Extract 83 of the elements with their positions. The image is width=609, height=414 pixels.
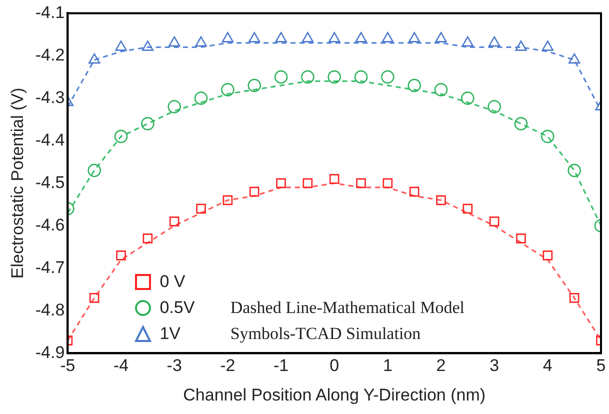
y-axis-title: Electrostatic Potential (V): [8, 88, 27, 279]
point: [115, 40, 127, 51]
point: [141, 117, 154, 130]
point: [116, 250, 126, 260]
point: [568, 53, 580, 64]
point: [142, 234, 153, 244]
point: [222, 195, 233, 206]
point: [488, 100, 501, 114]
point: [354, 70, 368, 84]
point: [301, 70, 314, 84]
x-tick-label: -3: [166, 356, 182, 376]
point: [142, 40, 154, 51]
point: [488, 36, 500, 47]
point: [436, 195, 446, 206]
point: [168, 100, 182, 114]
y-tick-label: -4.6: [35, 215, 65, 234]
point: [168, 36, 180, 47]
point: [222, 32, 234, 42]
x-axis-title: Channel Position Along Y-Direction (nm): [183, 385, 486, 404]
y-tick-label: -4.8: [35, 300, 65, 320]
point: [408, 78, 421, 92]
y-tick-label: -4.5: [35, 172, 65, 192]
legend-label: 1V: [160, 324, 180, 344]
point: [382, 178, 393, 188]
y-tick-label: -4.9: [35, 342, 65, 362]
point: [434, 83, 448, 96]
point: [275, 32, 287, 42]
point: [489, 216, 500, 226]
y-tick-label: -4.4: [35, 130, 65, 150]
point: [302, 32, 314, 42]
point: [409, 186, 420, 197]
y-tick-label: -4.1: [35, 2, 65, 22]
point: [169, 216, 180, 226]
point: [435, 32, 447, 42]
point: [221, 83, 234, 96]
point: [516, 234, 526, 244]
point: [328, 32, 340, 42]
annotation: Dashed Line-Mathematical Model: [230, 297, 464, 320]
y-tick-label: -4.7: [35, 258, 65, 277]
x-tick-label: 4: [542, 356, 552, 376]
point: [515, 40, 527, 51]
point: [276, 178, 286, 188]
point: [88, 164, 102, 178]
point: [541, 130, 554, 144]
x-tick-label: 1: [382, 356, 392, 376]
point: [248, 78, 261, 92]
point: [274, 70, 288, 84]
point: [195, 36, 207, 47]
y-tick-label: -4.3: [35, 88, 65, 107]
point: [462, 36, 474, 47]
x-tick-label: 0: [330, 356, 340, 376]
x-tick-label: -4: [113, 356, 129, 376]
point: [569, 293, 580, 303]
point: [568, 164, 581, 178]
x-tick-label: 3: [490, 356, 500, 376]
point: [356, 178, 366, 188]
point: [328, 70, 341, 84]
x-tick-label: 2: [436, 356, 446, 376]
annotation: Symbols-TCAD Simulation: [230, 323, 422, 346]
point: [89, 293, 100, 303]
point: [114, 130, 128, 144]
point: [542, 40, 554, 51]
point: [302, 178, 313, 188]
point: [194, 92, 208, 105]
point: [381, 70, 394, 84]
legend-label: 0.5V: [160, 298, 195, 318]
y-tick-label: -4.2: [35, 45, 65, 64]
point: [542, 250, 553, 260]
x-tick-label: -2: [220, 356, 236, 376]
point: [461, 92, 474, 105]
x-tick-label: 5: [596, 356, 606, 376]
point: [462, 204, 473, 214]
point: [248, 32, 260, 42]
point: [196, 204, 206, 214]
point: [514, 117, 528, 130]
point: [355, 32, 367, 42]
x-tick-label: -1: [273, 356, 289, 376]
point: [249, 186, 260, 197]
point: [329, 174, 340, 184]
point: [88, 53, 100, 64]
point: [408, 32, 420, 42]
point: [382, 32, 394, 42]
legend-label: 0 V: [160, 272, 186, 292]
